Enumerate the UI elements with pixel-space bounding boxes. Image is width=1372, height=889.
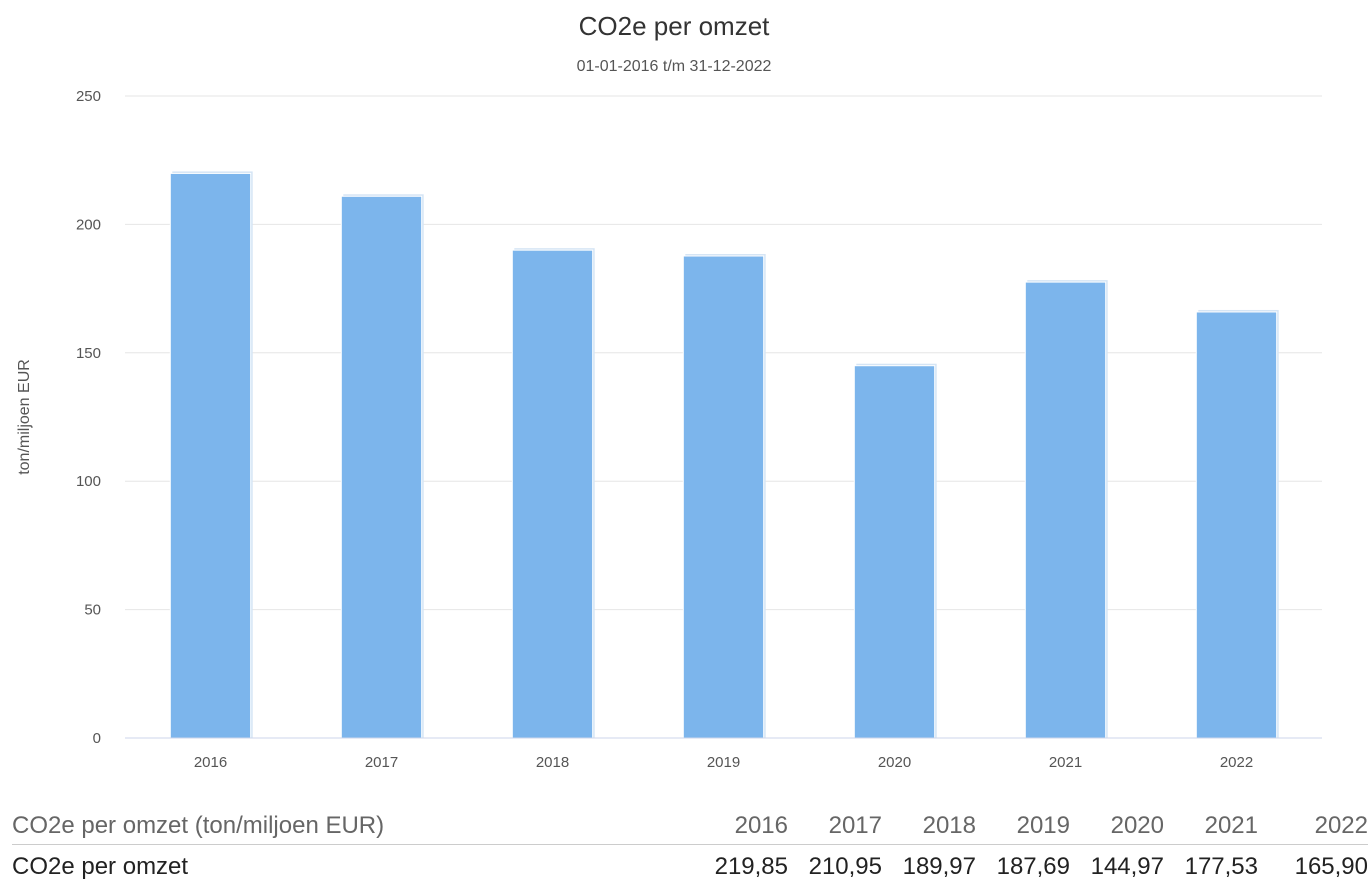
data-table: CO2e per omzet (ton/miljoen EUR) 2016 20… [12, 808, 1368, 889]
y-tick-label: 200 [76, 216, 101, 233]
bar-2017[interactable] [341, 196, 421, 738]
bar-2021[interactable] [1025, 282, 1105, 738]
bar-2020[interactable] [854, 366, 934, 738]
x-tick-label: 2021 [1049, 754, 1082, 771]
table-row-label: CO2e per omzet [12, 845, 702, 889]
bar-2022[interactable] [1196, 312, 1276, 738]
table-header-year: 2021 [1164, 808, 1258, 845]
bar-2018[interactable] [512, 250, 592, 738]
table-cell: 219,85 [702, 845, 788, 889]
y-tick-label: 0 [93, 730, 101, 747]
table-header-year: 2017 [788, 808, 882, 845]
x-tick-label: 2022 [1220, 754, 1253, 771]
table-header-year: 2019 [976, 808, 1070, 845]
x-tick-label: 2019 [707, 754, 740, 771]
table-row: CO2e per omzet 219,85 210,95 189,97 187,… [12, 845, 1368, 889]
y-tick-label: 100 [76, 473, 101, 490]
x-tick-label: 2020 [878, 754, 911, 771]
table-header-year: 2022 [1258, 808, 1368, 845]
bar-chart: CO2e per omzet 01-01-2016 t/m 31-12-2022… [0, 0, 1372, 790]
table-cell: 189,97 [882, 845, 976, 889]
table-cell: 177,53 [1164, 845, 1258, 889]
bar-2019[interactable] [683, 256, 763, 738]
y-axis-ticks: 0 50 100 150 200 250 [76, 88, 101, 747]
table-header-year: 2020 [1070, 808, 1164, 845]
table-cell: 144,97 [1070, 845, 1164, 889]
x-axis-ticks: 2016 2017 2018 2019 2020 2021 2022 [194, 754, 1253, 771]
y-tick-label: 50 [84, 602, 101, 619]
y-axis-label: ton/miljoen EUR [16, 359, 33, 475]
y-tick-label: 150 [76, 345, 101, 362]
table-header-label: CO2e per omzet (ton/miljoen EUR) [12, 808, 702, 845]
x-tick-label: 2018 [536, 754, 569, 771]
x-tick-label: 2017 [365, 754, 398, 771]
table-header-year: 2016 [702, 808, 788, 845]
table-cell: 187,69 [976, 845, 1070, 889]
chart-title: CO2e per omzet [579, 11, 771, 41]
x-tick-label: 2016 [194, 754, 227, 771]
bar-2016[interactable] [170, 173, 250, 738]
y-tick-label: 250 [76, 88, 101, 105]
table-cell: 210,95 [788, 845, 882, 889]
bar-series [170, 171, 1278, 738]
table-cell: 165,90 [1258, 845, 1368, 889]
table-header-row: CO2e per omzet (ton/miljoen EUR) 2016 20… [12, 808, 1368, 845]
table-header-year: 2018 [882, 808, 976, 845]
chart-subtitle: 01-01-2016 t/m 31-12-2022 [577, 58, 772, 75]
